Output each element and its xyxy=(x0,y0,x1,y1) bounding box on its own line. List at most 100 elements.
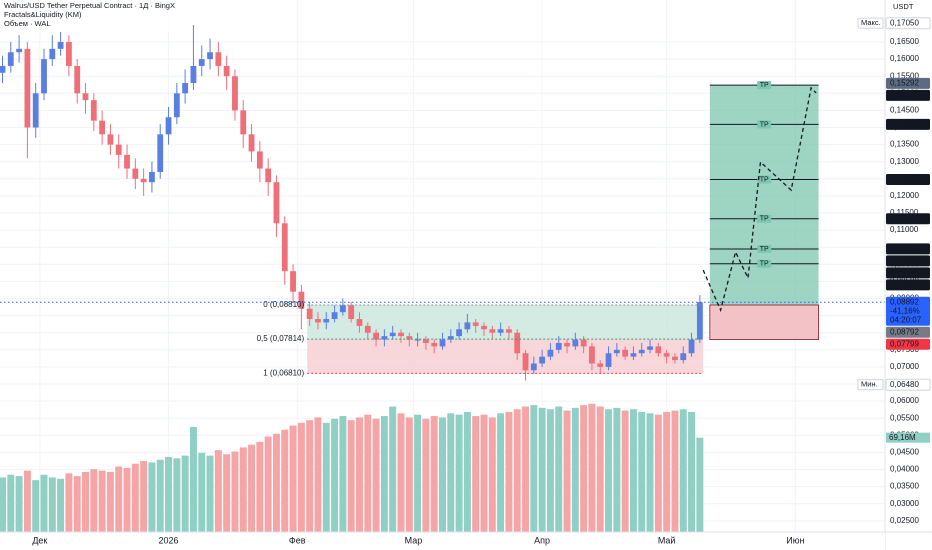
candle-body xyxy=(655,346,662,354)
candle-body xyxy=(90,100,97,121)
volume-bar xyxy=(455,414,463,532)
volume-bar xyxy=(181,455,189,532)
volume-bar xyxy=(638,411,646,532)
volume-bar xyxy=(613,407,621,532)
candle-body xyxy=(389,332,396,337)
volume-bar xyxy=(140,461,148,532)
candle-body xyxy=(489,329,496,333)
price-marker-label: 0,11332 xyxy=(890,214,919,223)
volume-bar xyxy=(679,409,687,532)
volume-bar xyxy=(123,467,131,532)
volume-bar xyxy=(173,458,181,532)
volume-bar xyxy=(73,476,81,532)
y-tick-label: 0,11000 xyxy=(890,225,919,234)
volume-bar xyxy=(40,474,48,532)
candle-body xyxy=(439,339,446,347)
marker-note: Мин. xyxy=(861,380,878,389)
candle-body xyxy=(173,93,180,118)
candle-body xyxy=(306,308,313,320)
candle-body xyxy=(99,120,106,135)
projection-path xyxy=(702,86,817,313)
candle-body xyxy=(481,325,487,330)
candle-body xyxy=(356,319,363,326)
y-tick-label: 0,07000 xyxy=(890,362,919,371)
candle-body xyxy=(580,339,587,347)
indicator-label[interactable]: Объем · WAL xyxy=(4,19,51,28)
volume-bar xyxy=(546,409,554,532)
candle-body xyxy=(232,76,238,111)
volume-bar xyxy=(497,413,505,532)
candle-body xyxy=(414,339,421,341)
volume-bar xyxy=(98,470,106,532)
indicator-label[interactable]: Fractals&Liquidity (KM) xyxy=(4,10,82,19)
volume-label: 69,16M xyxy=(889,433,916,442)
candle-body xyxy=(688,339,695,354)
volume-bar xyxy=(430,416,438,532)
candle-body xyxy=(472,322,479,326)
marker-note-bg xyxy=(857,17,884,29)
price-marker-extra: 04:20:07 xyxy=(890,315,922,324)
candle-body xyxy=(7,52,14,66)
volume-bar xyxy=(555,406,563,532)
candle-body xyxy=(339,305,346,313)
legend-bg xyxy=(2,1,172,32)
volume-bar xyxy=(65,473,73,532)
candle-body xyxy=(539,356,546,364)
marker-note: Макс. xyxy=(861,18,881,27)
candle-body xyxy=(547,349,554,357)
tp-label-bg xyxy=(757,175,772,184)
loss-zone xyxy=(709,304,819,340)
volume-bar xyxy=(48,477,56,532)
candle-body xyxy=(240,110,247,135)
volume-bar xyxy=(165,456,173,532)
volume-bar xyxy=(696,437,704,532)
y-tick-label: 0,13000 xyxy=(890,157,919,166)
y-tick-label: 0,03000 xyxy=(890,499,919,508)
fib-label: 0,5 (0,07814) xyxy=(257,334,305,343)
volume-bar xyxy=(596,406,604,532)
volume-bar xyxy=(563,410,571,532)
fib-zone xyxy=(307,339,704,374)
volume-bar xyxy=(380,416,388,532)
volume-bar xyxy=(331,418,339,532)
tp-label-bg xyxy=(757,259,772,268)
y-tick-label: 0,02500 xyxy=(890,516,919,525)
candle-body xyxy=(315,319,321,323)
fib-zone xyxy=(307,305,704,340)
candle-body xyxy=(680,353,687,361)
volume-bar xyxy=(90,469,98,532)
volume-bar xyxy=(605,409,613,532)
candle-body xyxy=(190,65,197,84)
price-marker-label: 0,14090 xyxy=(890,120,919,129)
candle-body xyxy=(149,171,155,183)
tp-label-bg xyxy=(757,214,772,223)
candle-body xyxy=(406,336,413,340)
price-marker-label: 0,12480 xyxy=(890,175,919,184)
price-marker-label: 0,08792 xyxy=(890,327,919,336)
price-marker-label: 0,08892 xyxy=(890,297,919,306)
candle-body xyxy=(165,117,172,135)
tp-label-bg xyxy=(757,120,772,129)
volume-bar xyxy=(663,411,671,532)
volume-bar xyxy=(239,447,247,532)
y-tick-label: 0,04500 xyxy=(890,448,919,457)
volume-bar xyxy=(23,470,31,532)
candle-body xyxy=(663,353,670,357)
currency-label[interactable]: USDT xyxy=(893,2,914,11)
chart-title: Walrus/USD Tether Perpetual Contract · 1… xyxy=(4,1,175,10)
volume-bar xyxy=(646,413,654,532)
volume-bar xyxy=(0,477,6,532)
volume-bar xyxy=(248,444,256,532)
volume-bar xyxy=(538,407,546,532)
volume-bar xyxy=(7,474,15,532)
profit-zone xyxy=(709,85,819,306)
candle-body xyxy=(381,336,388,340)
candle-body xyxy=(281,223,288,272)
volume-bar xyxy=(405,417,413,532)
fib-label: 1 (0,06810) xyxy=(263,369,304,378)
tp-label: TP xyxy=(760,216,769,223)
x-tick-label: Май xyxy=(658,535,676,545)
candle-body xyxy=(223,65,230,77)
price-marker-bg xyxy=(886,255,930,267)
